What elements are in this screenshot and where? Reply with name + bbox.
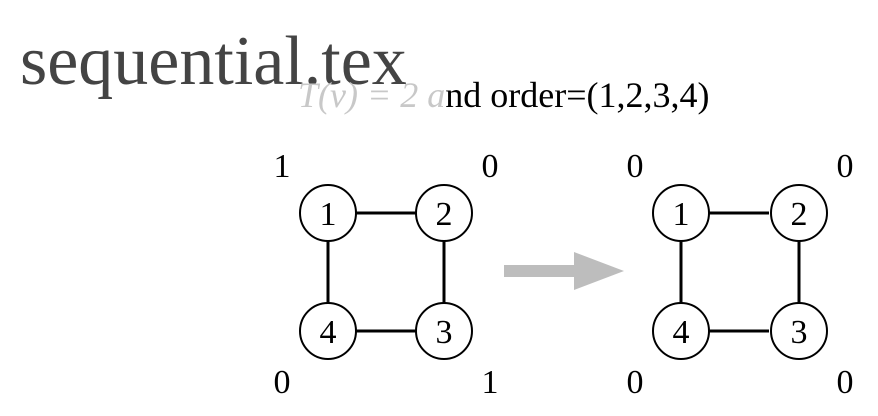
weight-node-3: 0 xyxy=(837,364,854,401)
weight-node-2: 0 xyxy=(482,148,499,185)
node-label: 2 xyxy=(791,196,808,233)
node-label: 4 xyxy=(320,314,337,351)
weight-node-4: 0 xyxy=(627,364,644,401)
right-arrow-icon xyxy=(504,252,624,290)
node-circle xyxy=(652,302,710,360)
node-4: 4 xyxy=(299,302,357,360)
node-2: 2 xyxy=(770,184,828,242)
weight-node-3: 1 xyxy=(482,364,499,401)
caption-faded-part: T(v) = 2 a xyxy=(298,75,445,115)
file-title: sequential.tex xyxy=(20,23,407,100)
node-3: 3 xyxy=(770,302,828,360)
weight-node-4: 0 xyxy=(274,364,291,401)
node-label: 3 xyxy=(791,314,808,351)
node-circle xyxy=(415,302,473,360)
node-circle xyxy=(770,302,828,360)
caption-main-part: nd order=(1,2,3,4) xyxy=(445,75,709,115)
node-circle xyxy=(299,302,357,360)
graph-before: 1 2 3 4 1 0 1 0 xyxy=(274,148,499,401)
node-circle xyxy=(652,184,710,242)
node-label: 1 xyxy=(673,196,690,233)
node-label: 3 xyxy=(436,314,453,351)
weight-node-1: 0 xyxy=(627,148,644,185)
node-2: 2 xyxy=(415,184,473,242)
graph-after: 1 2 3 4 0 0 0 0 xyxy=(627,148,854,401)
node-label: 1 xyxy=(320,196,337,233)
caption: T(v) = 2 and order=(1,2,3,4) xyxy=(298,75,710,115)
node-label: 2 xyxy=(436,196,453,233)
node-4: 4 xyxy=(652,302,710,360)
node-circle xyxy=(770,184,828,242)
node-circle xyxy=(299,184,357,242)
node-3: 3 xyxy=(415,302,473,360)
weight-node-2: 0 xyxy=(837,148,854,185)
weight-node-1: 1 xyxy=(274,148,291,185)
node-label: 4 xyxy=(673,314,690,351)
node-circle xyxy=(415,184,473,242)
node-1: 1 xyxy=(299,184,357,242)
node-1: 1 xyxy=(652,184,710,242)
